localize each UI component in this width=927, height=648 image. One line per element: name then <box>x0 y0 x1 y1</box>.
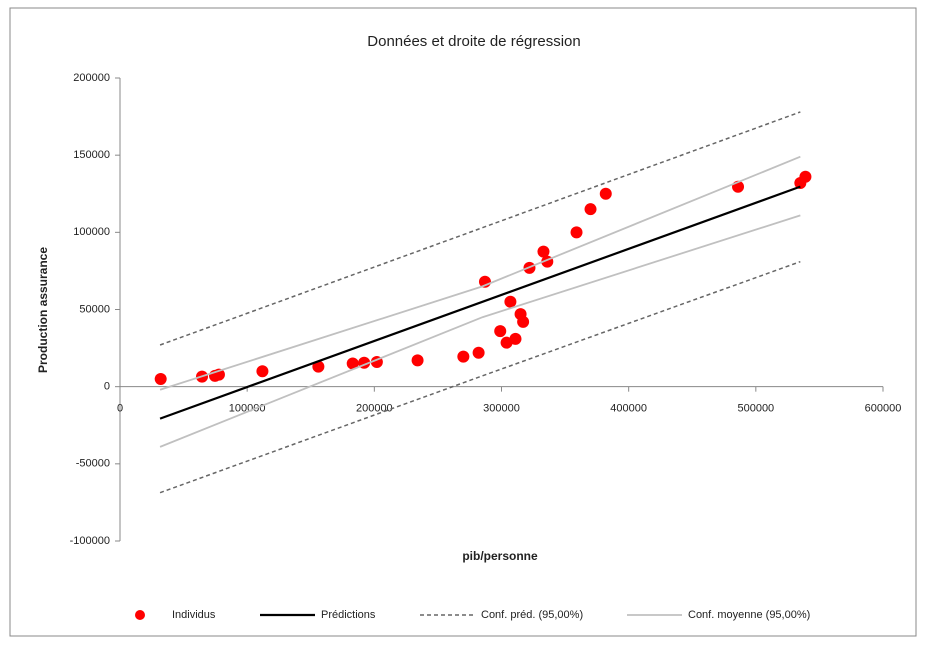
x-tick-label: 300000 <box>483 403 520 415</box>
x-tick-label: 0 <box>117 403 123 415</box>
chart-title: Données et droite de régression <box>367 33 580 50</box>
y-tick-label: -50000 <box>76 458 110 470</box>
data-point <box>509 332 522 345</box>
legend-marker <box>135 610 145 620</box>
series-line <box>159 155 801 391</box>
x-tick-label: 100000 <box>229 403 266 415</box>
data-point <box>312 360 325 373</box>
data-point <box>494 325 507 338</box>
x-tick-label: 400000 <box>610 403 647 415</box>
legend-label: Conf. moyenne (95,00%) <box>688 609 810 621</box>
y-tick-label: 100000 <box>73 226 110 238</box>
legend-label: Prédictions <box>321 609 376 621</box>
y-tick-label: 150000 <box>73 149 110 161</box>
series-line <box>159 260 801 494</box>
data-point <box>411 354 424 367</box>
data-point <box>570 226 583 239</box>
data-point <box>537 245 550 258</box>
y-tick-label: 0 <box>104 381 110 393</box>
legend-label: Individus <box>172 609 216 621</box>
data-point <box>472 346 485 359</box>
chart-frame <box>9 7 917 637</box>
data-point <box>584 203 597 216</box>
x-tick-label: 200000 <box>356 403 393 415</box>
series-line <box>159 111 801 346</box>
x-tick-label: 500000 <box>737 403 774 415</box>
x-axis-title: pib/personne <box>462 549 538 563</box>
legend-label: Conf. préd. (95,00%) <box>481 609 583 621</box>
y-tick-label: 50000 <box>79 303 110 315</box>
data-point <box>517 315 530 328</box>
data-point <box>346 357 359 370</box>
data-point <box>154 372 167 385</box>
series-line <box>159 185 801 420</box>
y-tick-label: -100000 <box>70 535 110 547</box>
data-point <box>504 295 517 308</box>
x-tick-label: 600000 <box>865 403 902 415</box>
series-line <box>159 214 801 448</box>
data-point <box>457 350 470 363</box>
data-point <box>256 365 269 378</box>
y-axis-title: Production assurance <box>36 247 50 373</box>
data-point <box>799 170 812 183</box>
data-point <box>599 187 612 200</box>
y-tick-label: 200000 <box>73 72 110 84</box>
